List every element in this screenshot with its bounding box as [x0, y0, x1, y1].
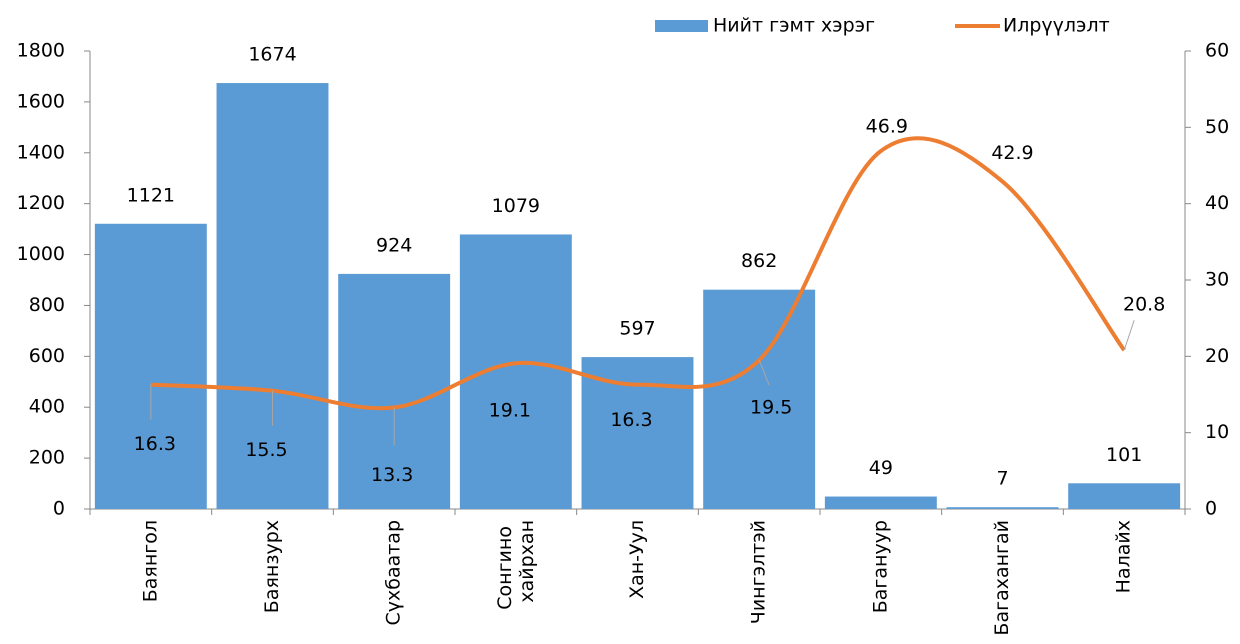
leader-line: [758, 359, 770, 386]
x-tick-label: Чингэлтэй: [748, 520, 770, 624]
bar: [216, 83, 329, 509]
y2-tick-label: 40: [1205, 192, 1229, 214]
line-value-label: 19.1: [489, 400, 531, 422]
line: [150, 136, 1126, 411]
bar-value-label: 1674: [248, 44, 296, 66]
bar: [946, 507, 1059, 509]
x-tick-label: Баянгол: [139, 520, 161, 602]
y-tick-label: 0: [53, 498, 65, 520]
line-value-label: 16.3: [610, 409, 652, 431]
leader-line: [1123, 320, 1135, 351]
bar-value-label: 7: [996, 468, 1008, 490]
line-value-label: 19.5: [750, 397, 792, 419]
y-tick-label: 1000: [17, 243, 65, 265]
y-tick-label: 400: [29, 396, 65, 418]
x-tick-label: Багахангай: [991, 520, 1013, 636]
bar-value-label: 49: [869, 457, 893, 479]
x-tick-label: Налайх: [1113, 520, 1135, 593]
x-tick-label: Сүхбаатар: [383, 520, 405, 626]
x-tick-label: Баянзурх: [261, 520, 283, 613]
legend-swatch: [655, 20, 708, 32]
bar-value-label: 1079: [492, 195, 540, 217]
y-tick-label: 1600: [17, 90, 65, 112]
line-value-label: 13.3: [371, 464, 413, 486]
bar-value-label: 924: [376, 234, 412, 256]
bar: [94, 223, 207, 510]
bar-value-label: 101: [1106, 444, 1142, 466]
x-tick-label: Хан-Уул: [626, 520, 648, 599]
bar: [338, 273, 451, 509]
bar: [703, 289, 816, 509]
bar: [459, 234, 572, 509]
bar-value-label: 862: [741, 250, 777, 272]
line-value-label: 46.9: [866, 115, 908, 137]
bar-value-label: 597: [619, 318, 655, 340]
line-value-label: 42.9: [991, 142, 1033, 164]
x-tick-label: Багануур: [869, 520, 891, 613]
legend-label: Илрүүлэлт: [1003, 15, 1110, 37]
y-tick-label: 800: [29, 294, 65, 316]
y-tick-label: 600: [29, 345, 65, 367]
x-tick-label: Сонгино хайрхан: [493, 520, 537, 610]
y2-tick-label: 10: [1205, 421, 1229, 443]
line-value-label: 15.5: [245, 439, 287, 461]
y2-tick-label: 0: [1205, 498, 1217, 520]
y2-tick-label: 60: [1205, 40, 1229, 62]
bar: [824, 496, 937, 509]
y-tick-label: 1800: [17, 40, 65, 62]
bar: [581, 357, 694, 509]
y2-tick-label: 50: [1205, 116, 1229, 138]
y2-tick-label: 30: [1205, 269, 1229, 291]
y-tick-label: 1400: [17, 141, 65, 163]
bar-value-label: 1121: [127, 184, 175, 206]
y-tick-label: 1200: [17, 192, 65, 214]
y-tick-label: 200: [29, 447, 65, 469]
y2-tick-label: 20: [1205, 345, 1229, 367]
line-value-label: 20.8: [1123, 294, 1165, 316]
bar: [1068, 483, 1181, 509]
line-value-label: 16.3: [134, 433, 176, 455]
legend-label: Нийт гэмт хэрэг: [713, 15, 875, 37]
